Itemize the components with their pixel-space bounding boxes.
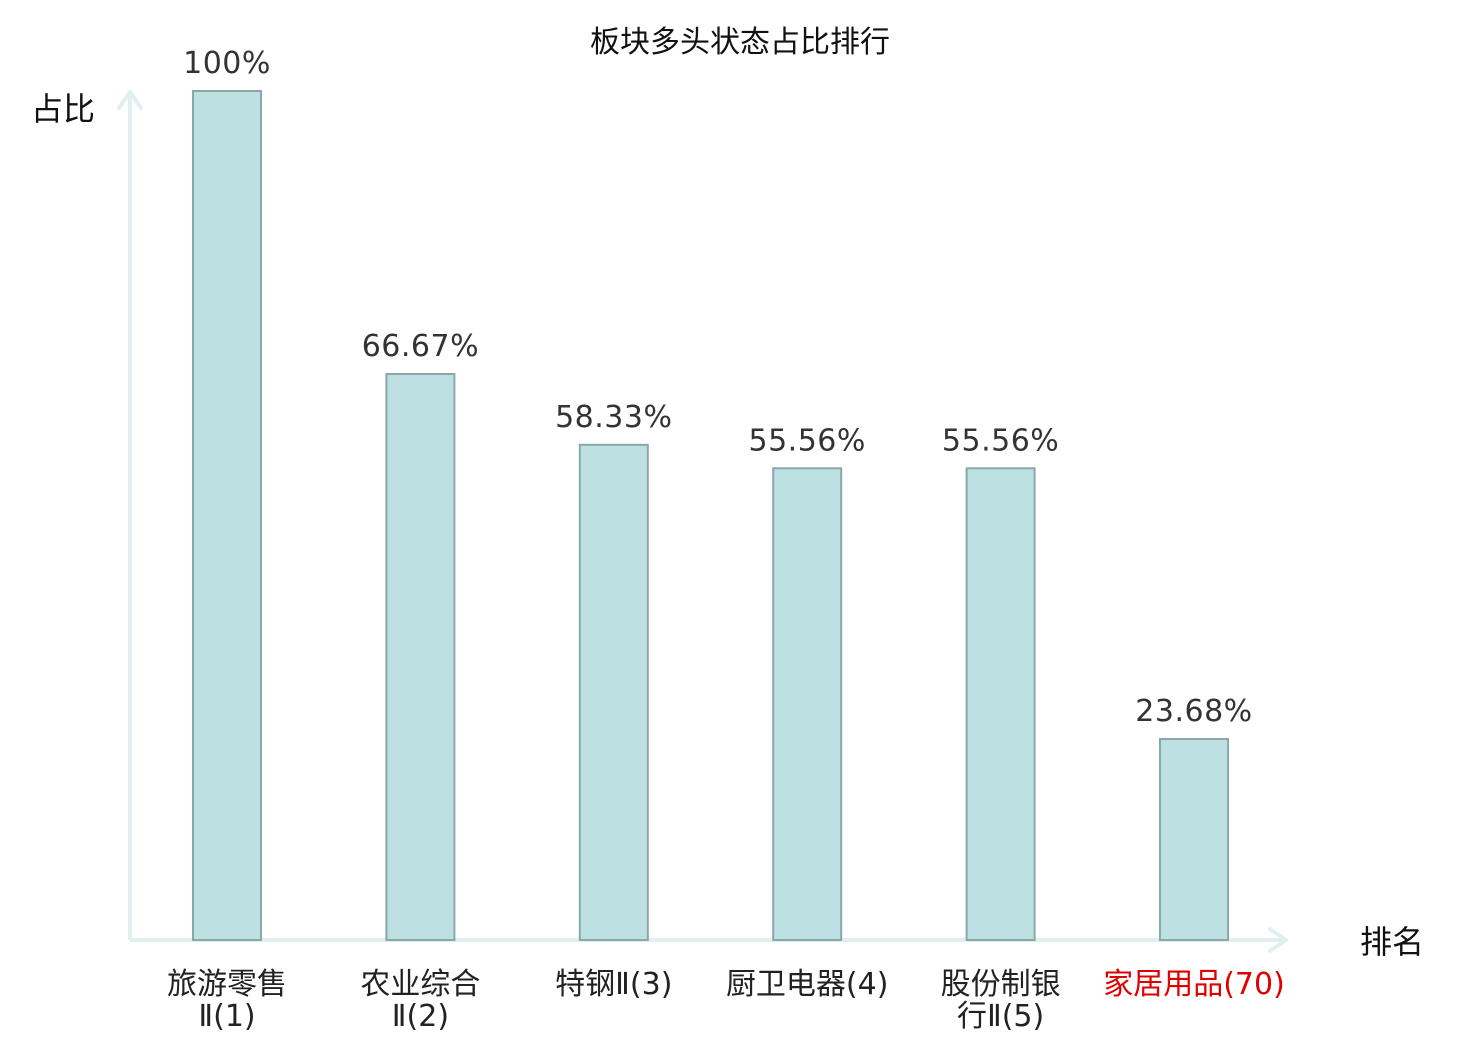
category-label-line: Ⅱ(1): [198, 999, 255, 1034]
x-axis-title: 排名: [1360, 923, 1424, 961]
value-label-1: 100%: [183, 46, 271, 81]
value-label-6: 23.68%: [1135, 694, 1252, 729]
value-label-5: 55.56%: [942, 423, 1059, 458]
value-label-3: 58.33%: [555, 400, 672, 435]
bar-6: [1159, 738, 1229, 941]
bar-1: [192, 90, 262, 941]
bar-5: [965, 467, 1036, 941]
category-label-line: 行Ⅱ(5): [957, 999, 1044, 1034]
category-label-line: 特钢Ⅱ(3): [555, 967, 672, 1002]
category-label-1: 旅游零售 Ⅱ(1): [167, 967, 287, 1034]
category-label-2: 农业综合 Ⅱ(2): [360, 967, 480, 1034]
bars-group: [192, 90, 1229, 941]
category-label-5: 股份制银行Ⅱ(5): [941, 967, 1061, 1034]
category-label-4: 厨卫电器(4): [726, 967, 889, 1002]
y-axis-arrow-icon: [117, 90, 143, 110]
axes: [117, 90, 1288, 953]
value-label-2: 66.67%: [362, 329, 479, 364]
category-label-line: 股份制银: [941, 967, 1061, 1002]
category-label-line: 旅游零售: [167, 967, 287, 1002]
y-axis-title: 占比: [31, 90, 95, 128]
bar-2: [385, 373, 456, 941]
bar-3: [578, 443, 649, 941]
category-label-line: Ⅱ(2): [392, 999, 449, 1034]
category-label-line: 农业综合: [360, 967, 480, 1002]
category-labels-group: 旅游零售 Ⅱ(1) 农业综合 Ⅱ(2) 特钢Ⅱ(3) 厨卫电器(4) 股份制银行Ⅱ(5) 家居…: [167, 967, 1285, 1034]
category-label-line: 家居用品(70): [1103, 967, 1285, 1002]
value-labels-group: 100% 66.67% 58.33% 55.56% 55.56% 23.68%: [183, 46, 1252, 729]
category-label-6: 家居用品(70): [1103, 967, 1285, 1002]
chart-title: 板块多头状态占比排行: [590, 25, 890, 60]
x-axis-arrow-icon: [1268, 927, 1288, 953]
category-label-3: 特钢Ⅱ(3): [555, 967, 672, 1002]
bar-4: [772, 467, 843, 941]
category-label-line: 厨卫电器(4): [726, 967, 889, 1002]
value-label-4: 55.56%: [749, 423, 866, 458]
